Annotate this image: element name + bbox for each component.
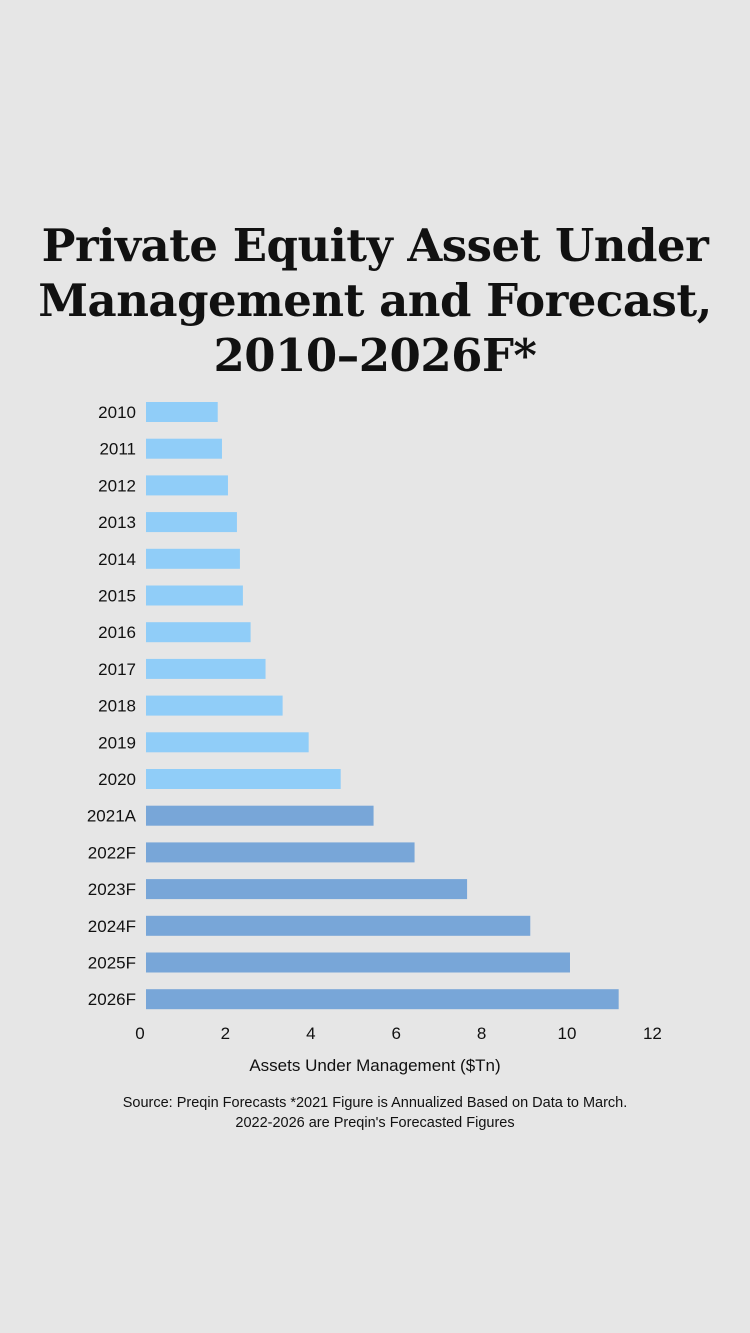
source-note: Source: Preqin Forecasts *2021 Figure is…: [0, 1093, 750, 1133]
source-line-2: 2022-2026 are Preqin's Forecasted Figure…: [235, 1115, 515, 1131]
category-label-2012: 2012: [98, 476, 136, 495]
bar-2021A: [146, 805, 374, 826]
x-tick-label-12: 12: [643, 1024, 662, 1043]
category-label-2023F: 2023F: [88, 880, 136, 899]
bar-2023F: [146, 879, 468, 900]
bar-2026F: [146, 989, 619, 1010]
category-label-2020: 2020: [98, 770, 136, 789]
category-label-2016: 2016: [98, 623, 136, 642]
bar-2011: [146, 438, 222, 459]
bar-2024F: [146, 915, 531, 936]
bar-2010: [146, 402, 218, 422]
category-label-2018: 2018: [98, 697, 136, 716]
bar-2013: [146, 512, 237, 533]
bar-2012: [146, 475, 228, 496]
category-label-2024F: 2024F: [88, 917, 136, 936]
bar-chart: 2010201120122013201420152016201720182019…: [87, 402, 662, 1075]
x-axis-label: Assets Under Management ($Tn): [249, 1056, 500, 1075]
x-tick-label-6: 6: [391, 1024, 400, 1043]
category-label-2025F: 2025F: [88, 954, 136, 973]
x-tick-label-2: 2: [221, 1024, 230, 1043]
bar-2022F: [146, 842, 415, 863]
x-tick-label-10: 10: [558, 1024, 577, 1043]
x-tick-label-4: 4: [306, 1024, 315, 1043]
x-tick-label-0: 0: [135, 1024, 144, 1043]
bar-2014: [146, 548, 240, 569]
category-label-2026F: 2026F: [88, 990, 136, 1009]
category-label-2015: 2015: [98, 587, 136, 606]
source-line-1: Source: Preqin Forecasts *2021 Figure is…: [122, 1095, 628, 1111]
category-label-2019: 2019: [98, 733, 136, 752]
category-label-2014: 2014: [98, 550, 136, 569]
bar-2020: [146, 769, 341, 789]
x-tick-label-8: 8: [477, 1024, 486, 1043]
category-label-2013: 2013: [98, 513, 136, 532]
category-label-2010: 2010: [98, 403, 136, 422]
category-label-2022F: 2022F: [88, 843, 136, 862]
category-label-2011: 2011: [99, 440, 136, 459]
category-label-2021A: 2021A: [87, 807, 137, 826]
bar-2015: [146, 585, 243, 606]
category-label-2017: 2017: [98, 660, 136, 679]
bar-2016: [146, 622, 251, 643]
bar-2025F: [146, 952, 570, 973]
bar-2018: [146, 695, 283, 716]
bar-2017: [146, 658, 266, 679]
chart-title: Private Equity Asset Under Management an…: [38, 219, 712, 382]
bar-2019: [146, 732, 309, 753]
